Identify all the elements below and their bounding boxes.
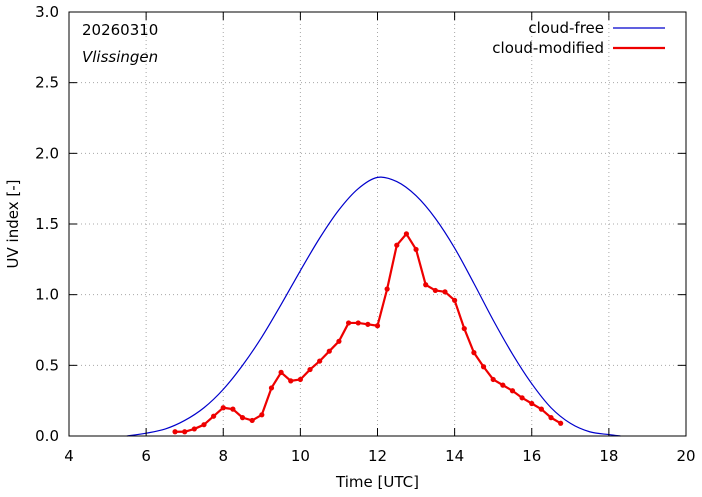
data-point-cloud-modified [480, 364, 487, 370]
data-point-cloud-modified [326, 348, 332, 354]
y-tick-label: 1.5 [35, 215, 59, 233]
data-point-cloud-modified [191, 426, 197, 432]
data-point-cloud-modified [500, 382, 506, 388]
data-point-cloud-modified [220, 405, 226, 411]
data-point-cloud-modified [317, 358, 323, 364]
data-point-cloud-modified [490, 376, 496, 383]
data-point-cloud-modified [307, 366, 313, 373]
x-tick-label: 16 [522, 447, 541, 465]
data-point-cloud-modified [394, 242, 400, 248]
data-point-cloud-modified [509, 388, 516, 394]
legend-label-cloud-free: cloud-free [528, 19, 604, 37]
data-point-cloud-modified [259, 412, 265, 418]
legend-label-cloud-modified: cloud-modified [492, 39, 604, 57]
x-tick-label: 8 [218, 447, 228, 465]
x-tick-label: 14 [445, 447, 464, 465]
y-tick-label: 2.5 [35, 74, 59, 92]
y-tick-label: 2.0 [35, 144, 59, 162]
data-point-cloud-modified [172, 429, 178, 435]
data-point-cloud-modified [345, 320, 352, 326]
x-tick-label: 18 [599, 447, 618, 465]
data-point-cloud-modified [230, 406, 236, 412]
data-point-cloud-modified [452, 297, 458, 303]
data-point-cloud-modified [461, 325, 467, 332]
x-tick-label: 4 [64, 447, 74, 465]
x-tick-label: 10 [291, 447, 310, 465]
y-tick-label: 1.0 [35, 286, 59, 304]
data-point-cloud-modified [471, 350, 477, 356]
legend: cloud-free cloud-modified [492, 19, 665, 57]
data-point-cloud-modified [374, 323, 381, 329]
series-area [126, 176, 621, 437]
data-point-cloud-modified [519, 395, 525, 401]
y-tick-label: 3.0 [35, 3, 59, 21]
grid [69, 12, 686, 436]
data-point-cloud-modified [442, 289, 448, 295]
data-point-cloud-modified [239, 415, 246, 421]
series-line-cloud-free [126, 176, 621, 437]
y-axis-title: UV index [-] [4, 180, 22, 269]
y-tick-label: 0.0 [35, 427, 59, 445]
x-tick-label: 20 [676, 447, 695, 465]
data-point-cloud-modified [278, 369, 284, 375]
data-point-cloud-modified [538, 406, 544, 412]
axis-ticks: 4 6 8 10 12 14 16 18 20 0.0 0.5 1.0 1.5 2.0 2.5 3.0 [35, 3, 695, 465]
data-point-cloud-modified [268, 385, 275, 391]
data-point-cloud-modified [336, 338, 342, 344]
data-point-cloud-modified [529, 400, 535, 407]
data-point-cloud-modified [384, 286, 390, 292]
data-point-cloud-modified [297, 376, 303, 383]
x-tick-label: 6 [141, 447, 151, 465]
data-point-cloud-modified [249, 417, 255, 424]
data-point-cloud-modified [201, 422, 207, 428]
data-point-cloud-modified [558, 420, 564, 426]
y-tick-label: 0.5 [35, 356, 59, 374]
data-point-cloud-modified [355, 320, 361, 326]
data-point-cloud-modified [182, 429, 188, 435]
data-point-cloud-modified [432, 287, 438, 294]
date-label: 20260310 [82, 21, 158, 39]
data-point-cloud-modified [403, 231, 410, 237]
data-point-cloud-modified [413, 246, 419, 253]
x-axis-title: Time [UTC] [335, 473, 419, 491]
data-point-cloud-modified [288, 378, 294, 384]
data-point-cloud-modified [365, 321, 371, 327]
series-line-cloud-modified [175, 232, 562, 433]
x-tick-label: 12 [368, 447, 387, 465]
location-label: Vlissingen [82, 48, 158, 66]
data-point-cloud-modified [423, 282, 429, 288]
data-point-cloud-modified [211, 413, 217, 419]
data-point-cloud-modified [548, 415, 554, 421]
